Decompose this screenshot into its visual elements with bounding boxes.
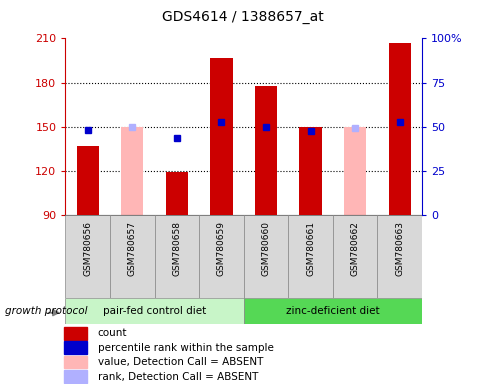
- Bar: [377, 215, 421, 298]
- Bar: [166, 172, 188, 215]
- Bar: [343, 127, 365, 215]
- Bar: [199, 215, 243, 298]
- Text: pair-fed control diet: pair-fed control diet: [103, 306, 206, 316]
- Bar: [254, 86, 276, 215]
- Bar: [65, 215, 110, 298]
- Text: zinc-deficient diet: zinc-deficient diet: [286, 306, 379, 316]
- Bar: [64, 341, 87, 354]
- Text: growth protocol: growth protocol: [5, 306, 87, 316]
- Text: GSM780658: GSM780658: [172, 221, 181, 276]
- Bar: [287, 215, 332, 298]
- Bar: [299, 127, 321, 215]
- Text: value, Detection Call = ABSENT: value, Detection Call = ABSENT: [97, 357, 262, 367]
- Bar: [64, 327, 87, 340]
- Bar: [332, 215, 377, 298]
- Text: rank, Detection Call = ABSENT: rank, Detection Call = ABSENT: [97, 371, 257, 382]
- Text: GSM780661: GSM780661: [305, 221, 315, 276]
- Text: GSM780657: GSM780657: [128, 221, 136, 276]
- Text: GSM780656: GSM780656: [83, 221, 92, 276]
- Bar: [64, 356, 87, 369]
- Bar: [65, 298, 243, 324]
- Text: GDS4614 / 1388657_at: GDS4614 / 1388657_at: [161, 10, 323, 23]
- Bar: [388, 43, 410, 215]
- Bar: [121, 127, 143, 215]
- Text: GSM780662: GSM780662: [350, 221, 359, 276]
- Text: GSM780660: GSM780660: [261, 221, 270, 276]
- Bar: [154, 215, 199, 298]
- Text: GSM780663: GSM780663: [394, 221, 403, 276]
- Bar: [110, 215, 154, 298]
- Bar: [243, 215, 287, 298]
- Text: GSM780659: GSM780659: [216, 221, 226, 276]
- Bar: [243, 298, 421, 324]
- Text: percentile rank within the sample: percentile rank within the sample: [97, 343, 273, 353]
- Text: count: count: [97, 328, 127, 338]
- Bar: [64, 370, 87, 383]
- Bar: [76, 146, 99, 215]
- Bar: [210, 58, 232, 215]
